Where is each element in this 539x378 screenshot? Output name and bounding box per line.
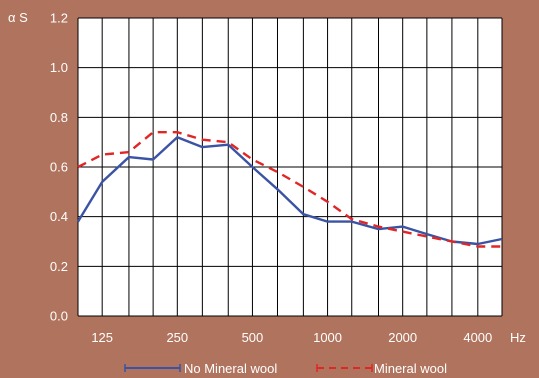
horizontal-gridlines xyxy=(78,17,502,317)
legend-label: Mineral wool xyxy=(374,361,447,376)
x-tick-label: 1000 xyxy=(313,330,342,345)
legend-item-1: No Mineral wool xyxy=(124,361,277,376)
y-tick-label: 0.2 xyxy=(50,259,68,274)
y-tick-label: 0.6 xyxy=(50,160,68,175)
legend-label: No Mineral wool xyxy=(184,361,277,376)
x-tick-label: 2000 xyxy=(388,330,417,345)
x-tick-label: 250 xyxy=(166,330,188,345)
y-tick-label: 0.4 xyxy=(50,209,68,224)
y-tick-label: 1.2 xyxy=(50,11,68,26)
y-tick-label: 0.0 xyxy=(50,309,68,324)
x-axis-ticks: 125 250 500 1000 2000 4000 xyxy=(91,330,492,345)
y-tick-label: 0.8 xyxy=(50,110,68,125)
series-line-2 xyxy=(77,130,502,248)
legend: No Mineral wool Mineral wool xyxy=(124,361,447,376)
series-line-1 xyxy=(76,135,503,246)
x-tick-label: 125 xyxy=(91,330,113,345)
y-axis-label: α S xyxy=(8,10,28,25)
y-axis-ticks: 0.0 0.2 0.4 0.6 0.8 1.0 1.2 xyxy=(50,11,68,324)
legend-item-2: Mineral wool xyxy=(316,361,447,376)
x-tick-label: 500 xyxy=(242,330,264,345)
x-axis-label: Hz xyxy=(510,330,526,345)
y-tick-label: 1.0 xyxy=(50,60,68,75)
series-layer xyxy=(76,130,503,248)
x-tick-label: 4000 xyxy=(463,330,492,345)
